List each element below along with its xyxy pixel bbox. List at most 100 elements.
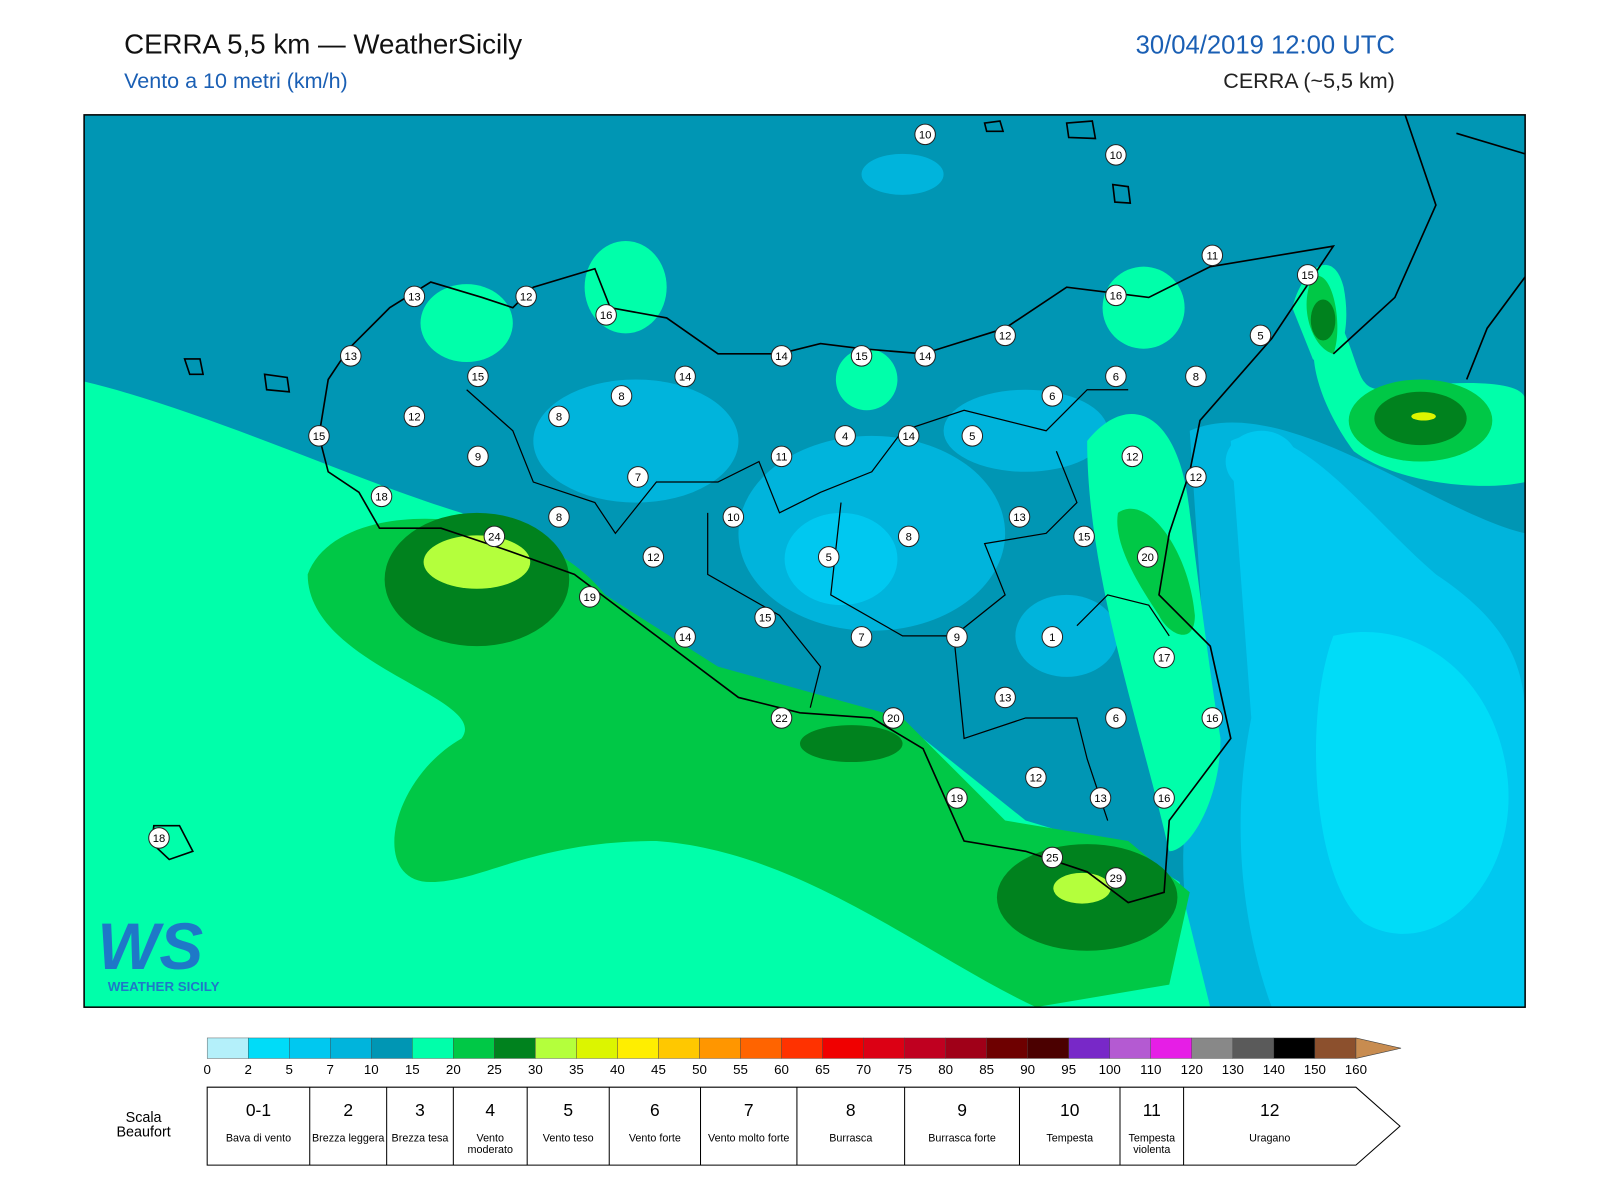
colorbar-box (1068, 1037, 1110, 1059)
beaufort-description-box: Burrasca forte (928, 1133, 996, 1145)
station-label: 10 (1110, 150, 1123, 162)
station-marker (403, 405, 426, 428)
beaufort-description-box: Vento moderato (467, 1133, 513, 1156)
station-marker (578, 586, 601, 608)
station-label: 6 (1113, 713, 1119, 725)
beaufort-description-box: Vento teso (542, 1133, 594, 1145)
station-label: 12 (647, 552, 660, 564)
station-marker (1201, 707, 1224, 729)
station-marker (1185, 365, 1207, 388)
colorbar-tick-label: 70 (856, 1062, 871, 1077)
station-label: 13 (999, 693, 1012, 705)
station-marker (548, 405, 570, 428)
station-label: 13 (408, 292, 421, 304)
station-label: 13 (1094, 793, 1107, 805)
logo-name: WEATHER SICILY (108, 979, 220, 994)
station-marker (308, 425, 330, 447)
wind-area (861, 153, 944, 195)
wind-area (1015, 594, 1118, 677)
wind-area (1225, 430, 1298, 493)
colorbar-tick-label: 35 (569, 1062, 584, 1077)
station-label: 25 (1046, 853, 1059, 865)
station-label: 12 (520, 292, 533, 304)
station-marker (148, 827, 170, 849)
station-marker (467, 445, 489, 468)
station-marker (1201, 244, 1224, 267)
station-label: 16 (600, 310, 613, 322)
beaufort-description: Burrasca forte (928, 1133, 996, 1145)
colorbar-box (247, 1037, 290, 1059)
station-marker (1105, 867, 1127, 889)
colorbar-box (330, 1037, 372, 1059)
islands (150, 120, 1132, 861)
station-label: 5 (826, 552, 832, 564)
wind-field (84, 114, 1526, 1008)
beaufort-force: 0-1 (246, 1100, 271, 1120)
station-marker (339, 345, 362, 367)
station-label: 4 (842, 431, 848, 443)
station-marker (467, 365, 489, 388)
station-label: 12 (408, 412, 421, 424)
wind-area (533, 379, 739, 503)
sicily-coast (318, 245, 1336, 904)
colorbar-tick-label: 7 (327, 1062, 334, 1077)
station-label: 15 (1301, 270, 1314, 282)
station-marker (850, 626, 873, 648)
station-label: 9 (954, 632, 960, 644)
station-marker (946, 787, 968, 809)
province-border (466, 389, 1170, 821)
colorbar-box (412, 1037, 454, 1059)
station-marker (897, 425, 920, 447)
colorbar-box (699, 1037, 741, 1059)
beaufort-description-box: Tempesta violenta (1128, 1133, 1175, 1154)
colorbar-tick-label: 15 (405, 1062, 420, 1077)
station-label: 19 (951, 793, 964, 805)
beaufort-force: 8 (846, 1100, 856, 1120)
beaufort-force: 4 (485, 1100, 495, 1120)
station-marker (642, 546, 665, 568)
station-marker (722, 506, 745, 528)
station-label: 15 (855, 351, 868, 363)
station-label: 12 (1030, 773, 1043, 785)
colorbar-tick-label: 25 (487, 1062, 502, 1077)
station-label: 8 (906, 532, 912, 544)
station-marker (1041, 385, 1064, 407)
beaufort-description: Burrasca (829, 1133, 873, 1145)
station-marker (515, 285, 537, 308)
station-marker (946, 626, 968, 648)
station-marker (770, 445, 793, 468)
wind-area (420, 284, 513, 363)
colorbar-box (206, 1037, 249, 1059)
station-marker (674, 365, 696, 388)
wind-area (1102, 266, 1185, 349)
beaufort-description: Vento teso (542, 1133, 594, 1145)
beaufort-description: Tempesta (1046, 1133, 1094, 1145)
station-marker (1136, 546, 1159, 568)
beaufort-description: Vento moderato (467, 1133, 513, 1156)
station-label: 14 (775, 351, 788, 363)
colorbar-box (781, 1037, 823, 1059)
wind-area (1411, 412, 1436, 421)
wind-area (1316, 631, 1509, 934)
wind-area (835, 348, 898, 411)
colorbar-tick-label: 90 (1020, 1062, 1035, 1077)
station-label: 16 (1110, 290, 1123, 302)
station-label: 20 (887, 713, 900, 725)
station-marker (548, 506, 570, 528)
colorbar: 0 2 5 7 10 15 20 25 30 35 40 45 50 55 60 65 70 75 80 85 90 95… (203, 1037, 1402, 1077)
station-marker (1041, 846, 1064, 869)
station-label: 7 (635, 472, 641, 484)
station-marker (1105, 365, 1127, 388)
subtitle: Vento a 10 metri (km/h) (124, 69, 348, 93)
datetime: 30/04/2019 12:00 UTC (1136, 31, 1395, 59)
beaufort-description-box: Brezza tesa (392, 1133, 449, 1143)
station-marker (1008, 506, 1031, 528)
colorbar-box (1150, 1037, 1192, 1059)
colorbar-tick-label: 95 (1061, 1062, 1076, 1077)
colorbar-box (904, 1037, 946, 1059)
coastline (150, 114, 1526, 904)
colorbar-box (576, 1037, 618, 1059)
